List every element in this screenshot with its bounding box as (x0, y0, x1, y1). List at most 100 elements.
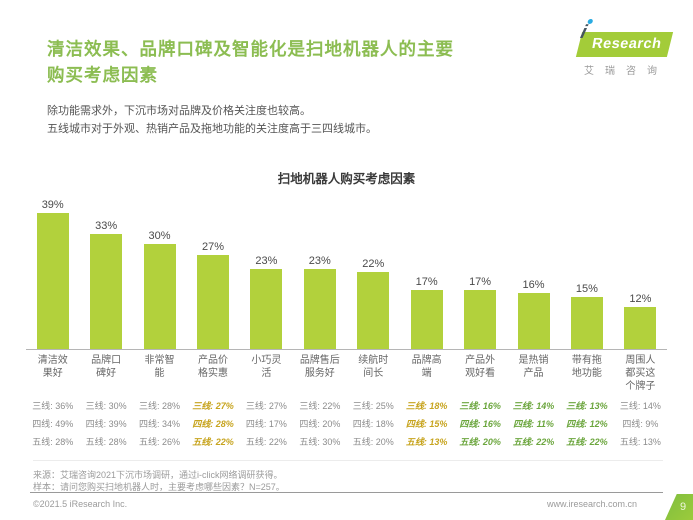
bar-value-label: 16% (522, 279, 545, 291)
bar-area: 33% (79, 197, 132, 349)
bar-area: 22% (347, 197, 400, 349)
tier-cell: 三线: 16% (459, 401, 501, 411)
tier-cell: 五线: 13% (619, 437, 661, 447)
page-subtitle: 除功能需求外，下沉市场对品牌及价格关注度也较高。 五线城市对于外观、热销产品及拖… (47, 102, 663, 138)
tier-column: 三线: 14% 四线: 9% 五线: 13% (614, 400, 667, 454)
bar (250, 268, 283, 349)
bar-value-label: 27% (201, 240, 224, 253)
bar (36, 212, 69, 349)
tier-cell: 四线: 34% (139, 419, 181, 429)
footer-bar: ©2021.5 iResearch Inc. www.iresearch.com… (33, 499, 637, 509)
category-label: 是热销 产品 (518, 355, 549, 379)
bar (357, 272, 390, 349)
category-label: 小巧灵 活 (251, 355, 282, 379)
chart-column: 22% (347, 197, 400, 349)
subtitle-line1: 除功能需求外，下沉市场对品牌及价格关注度也较高。 (47, 105, 311, 117)
tier-column: 三线: 14% 四线: 11% 五线: 22% (507, 400, 560, 454)
tier-cell: 四线: 15% (405, 419, 448, 429)
tier-column: 三线: 27% 四线: 17% 五线: 22% (240, 400, 293, 454)
category-label: 续航时 间长 (358, 355, 389, 379)
tier-cell: 五线: 22% (566, 437, 608, 447)
website-text: www.iresearch.com.cn (546, 499, 637, 509)
tier-cell: 三线: 22% (299, 401, 341, 411)
chart-title: 扫地机器人购买考虑因素 (277, 172, 416, 186)
chart-column: 17% (453, 197, 506, 349)
tier-column: 三线: 27% 四线: 28% 五线: 22% (186, 400, 239, 454)
bar-value-label: 22% (362, 258, 385, 270)
bar-area: 15% (560, 197, 613, 349)
chart-column: 17% (400, 197, 453, 349)
chart-column: 39% (26, 197, 79, 349)
bar (90, 233, 123, 349)
bar-area: 27% (186, 197, 239, 349)
tier-cell: 五线: 13% (405, 437, 448, 447)
tier-cell: 五线: 26% (139, 437, 181, 447)
bar-value-label: 30% (148, 230, 171, 242)
tier-cell: 四线: 49% (32, 419, 74, 429)
chart-column: 12% (614, 197, 667, 349)
category-label: 品牌高 端 (411, 355, 442, 379)
bar (624, 307, 657, 349)
tier-cell: 三线: 14% (512, 401, 555, 411)
tier-column: 三线: 22% 四线: 20% 五线: 30% (293, 400, 346, 454)
page-title-line2: 购买考虑因素 (47, 65, 158, 85)
page-number-badge: 9 (665, 494, 693, 520)
tier-cell: 三线: 27% (192, 401, 234, 411)
tier-cell: 五线: 22% (245, 437, 287, 447)
tier-cell: 三线: 36% (32, 401, 74, 411)
bar (410, 289, 443, 349)
tier-cell: 五线: 28% (85, 437, 127, 447)
bar-area: 17% (400, 197, 453, 349)
tier-cell: 五线: 22% (512, 437, 555, 447)
category-label: 品牌口 碑好 (91, 355, 122, 379)
bar-value-label: 23% (255, 254, 278, 267)
tier-cell: 四线: 9% (622, 419, 659, 429)
tier-column: 三线: 30% 四线: 39% 五线: 28% (79, 400, 132, 454)
bar-area: 12% (614, 197, 667, 349)
bar-area: 30% (133, 197, 186, 349)
chart-column: 16% (507, 197, 560, 349)
header: 清洁效果、品牌口碑及智能化是扫地机器人的主要 购买考虑因素 除功能需求外，下沉市… (47, 36, 663, 138)
category-label: 产品价 格实惠 (197, 355, 228, 379)
page-number: 9 (679, 501, 687, 513)
category-label: 非常智 能 (144, 355, 175, 379)
bar-area: 39% (26, 197, 79, 349)
tier-cell: 五线: 30% (299, 437, 341, 447)
tier-column: 三线: 13% 四线: 12% 五线: 22% (560, 400, 613, 454)
bar-value-label: 15% (575, 282, 598, 295)
bar-chart: 扫地机器人购买考虑因素 39% 33% 30% 27% 23% 23% 22% 17% 17% 1… (26, 168, 667, 454)
bar (143, 244, 176, 349)
chart-plot-area: 39% 33% 30% 27% 23% 23% 22% 17% 17% 16% 15% 12% (26, 197, 667, 350)
category-label: 周围人 都买这 个牌子 (625, 355, 656, 392)
chart-column: 23% (240, 197, 293, 349)
footer-divider (30, 492, 663, 493)
bar-area: 23% (293, 197, 346, 349)
chart-column: 27% (186, 197, 239, 349)
tier-cell: 三线: 14% (619, 401, 661, 411)
tier-cell: 四线: 12% (566, 419, 608, 429)
tier-cell: 四线: 17% (245, 419, 287, 429)
page-title: 清洁效果、品牌口碑及智能化是扫地机器人的主要 购买考虑因素 (47, 36, 587, 88)
tier-cell: 四线: 39% (85, 419, 127, 429)
bar (196, 254, 229, 349)
bar-value-label: 33% (95, 219, 118, 232)
subtitle-line2: 五线城市对于外观、热销产品及拖地功能的关注度高于三四线城市。 (47, 123, 377, 135)
tier-cell: 四线: 11% (513, 419, 554, 429)
bar (303, 268, 336, 349)
bar-value-label: 39% (41, 198, 64, 211)
tier-column: 三线: 36% 四线: 49% 五线: 28% (26, 400, 79, 454)
tier-cell: 三线: 27% (245, 401, 287, 411)
bar-area: 17% (453, 197, 506, 349)
category-label: 品牌售后 服务好 (299, 355, 340, 379)
copyright-text: ©2021.5 iResearch Inc. (33, 499, 128, 509)
bar-value-label: 12% (629, 293, 652, 305)
chart-category-labels: 清洁效 果好 品牌口 碑好 非常智 能产品价 格实惠 小巧灵 活品牌售后 服务好 续航时… (26, 354, 667, 396)
bar-area: 16% (507, 197, 560, 349)
category-label: 带有拖 地功能 (571, 355, 602, 379)
chart-column: 23% (293, 197, 346, 349)
tier-cell: 五线: 20% (352, 437, 394, 447)
tier-cell: 三线: 25% (352, 401, 394, 411)
page-title-line1: 清洁效果、品牌口碑及智能化是扫地机器人的主要 (47, 39, 454, 59)
tier-cell: 三线: 30% (85, 401, 127, 411)
